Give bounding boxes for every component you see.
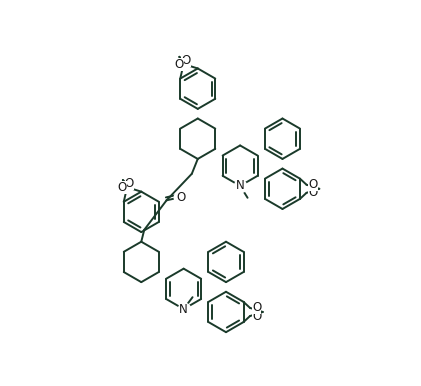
Text: N: N (236, 179, 245, 192)
Text: O: O (118, 181, 127, 194)
Text: O: O (181, 54, 191, 67)
Text: O: O (177, 191, 186, 204)
Text: O: O (125, 177, 134, 190)
Text: N: N (179, 303, 188, 316)
Text: O: O (309, 186, 318, 199)
Text: O: O (252, 310, 261, 323)
Text: O: O (252, 301, 261, 315)
Text: O: O (309, 178, 318, 191)
Text: O: O (174, 58, 184, 71)
